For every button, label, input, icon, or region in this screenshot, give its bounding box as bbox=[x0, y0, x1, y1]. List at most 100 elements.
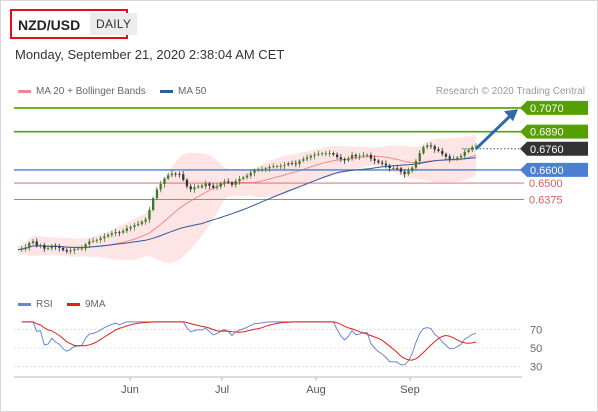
candle-body bbox=[245, 175, 249, 178]
candle-body bbox=[65, 250, 68, 252]
candle-body bbox=[305, 157, 309, 160]
timeframe-badge: DAILY bbox=[90, 13, 138, 35]
candle-body bbox=[354, 154, 357, 157]
pair-label: NZD/USD bbox=[18, 17, 81, 33]
candle-body bbox=[260, 169, 264, 170]
level-tag-07070-bg bbox=[520, 100, 588, 115]
candle-body bbox=[230, 182, 234, 185]
instrument-header: NZD/USD DAILY bbox=[10, 9, 138, 39]
candle-body bbox=[58, 247, 61, 248]
candle-body bbox=[174, 173, 177, 175]
candle-body bbox=[234, 181, 237, 185]
level-tag-06600: 0.6600 bbox=[530, 165, 564, 177]
level-tag-06600-bg bbox=[520, 162, 588, 177]
candle-body bbox=[369, 154, 373, 159]
candle-body bbox=[373, 158, 376, 161]
candle-body bbox=[298, 160, 301, 164]
candle-body bbox=[24, 247, 27, 249]
candle-body bbox=[309, 155, 312, 158]
candle-body bbox=[253, 170, 256, 173]
candle-body bbox=[54, 245, 57, 247]
candle-body bbox=[80, 248, 83, 250]
candle-body bbox=[403, 171, 406, 175]
x-tick-label-aug: Aug bbox=[306, 384, 326, 396]
rsi-tick-70: 70 bbox=[530, 324, 542, 336]
candle-body bbox=[204, 183, 207, 187]
candle-body bbox=[92, 240, 95, 242]
candle-body bbox=[219, 183, 222, 187]
rsi-line bbox=[21, 321, 477, 366]
candle-body bbox=[223, 181, 226, 184]
candle-body bbox=[321, 153, 324, 155]
candle-body bbox=[39, 245, 42, 246]
candle-body bbox=[189, 186, 192, 190]
candle-body bbox=[61, 248, 65, 251]
level-tag-06375: 0.6375 bbox=[529, 195, 563, 207]
legend-9ma: 9MA bbox=[67, 299, 106, 310]
candle-body bbox=[167, 175, 170, 179]
ma50-line bbox=[17, 157, 477, 251]
candle-body bbox=[170, 173, 174, 176]
candle-body bbox=[332, 153, 335, 155]
candle-body bbox=[351, 154, 354, 159]
candle-body bbox=[88, 241, 91, 245]
x-tick-label-jun: Jun bbox=[121, 384, 139, 396]
candle-body bbox=[366, 154, 369, 156]
candle-body bbox=[362, 155, 365, 156]
candle-body bbox=[426, 145, 429, 148]
rsi-9ma-line bbox=[21, 321, 477, 361]
candle-body bbox=[155, 189, 159, 199]
candle-body bbox=[163, 178, 166, 184]
candle-body bbox=[459, 155, 463, 158]
candle-body bbox=[377, 160, 380, 163]
candle-body bbox=[148, 210, 151, 220]
legend-swatch-ma50 bbox=[160, 90, 173, 93]
candle-body bbox=[144, 219, 147, 222]
candle-body bbox=[418, 153, 421, 161]
candle-body bbox=[137, 223, 140, 226]
candle-body bbox=[35, 241, 38, 246]
legend-ma50: MA 50 bbox=[160, 86, 206, 97]
candle-body bbox=[238, 178, 241, 182]
legend-label-9ma: 9MA bbox=[85, 299, 106, 310]
bollinger-bands bbox=[18, 135, 476, 263]
candle-body bbox=[283, 165, 286, 166]
x-tick-label-sep: Sep bbox=[400, 384, 420, 396]
candle-body bbox=[268, 167, 271, 169]
candle-body bbox=[99, 238, 102, 240]
candle-body bbox=[242, 177, 245, 179]
rsi-tick-50: 50 bbox=[530, 343, 542, 355]
candle-body bbox=[343, 159, 346, 161]
candle-body bbox=[287, 163, 290, 165]
candle-body bbox=[441, 151, 444, 154]
candle-body bbox=[381, 162, 384, 164]
candle-body bbox=[84, 244, 87, 249]
candle-body bbox=[215, 186, 219, 188]
candle-body bbox=[129, 226, 132, 229]
candle-body bbox=[28, 243, 31, 248]
candle-body bbox=[95, 239, 98, 241]
candle-body bbox=[193, 187, 196, 190]
candle-body bbox=[399, 168, 403, 172]
candle-body bbox=[336, 154, 339, 158]
legend-label-ma20: MA 20 + Bollinger Bands bbox=[36, 86, 146, 97]
legend-swatch-ma20 bbox=[18, 90, 31, 93]
candle-body bbox=[264, 168, 267, 170]
candle-body bbox=[437, 149, 440, 151]
candle-body bbox=[384, 163, 388, 166]
candle-body bbox=[392, 168, 395, 169]
candle-body bbox=[208, 183, 211, 186]
candle-body bbox=[317, 153, 320, 155]
level-tag-06500: 0.6500 bbox=[529, 178, 563, 190]
candle-body bbox=[178, 174, 181, 175]
candle-body bbox=[324, 153, 327, 154]
x-tick-label-jul: Jul bbox=[215, 384, 229, 396]
legend-swatch-rsi bbox=[18, 303, 31, 306]
candle-body bbox=[339, 157, 342, 160]
report-datetime: Monday, September 21, 2020 2:38:04 AM CE… bbox=[15, 47, 285, 62]
candle-body bbox=[257, 170, 260, 171]
candle-body bbox=[50, 245, 53, 249]
candle-body bbox=[118, 232, 121, 233]
level-tag-06890-bg bbox=[520, 124, 588, 139]
